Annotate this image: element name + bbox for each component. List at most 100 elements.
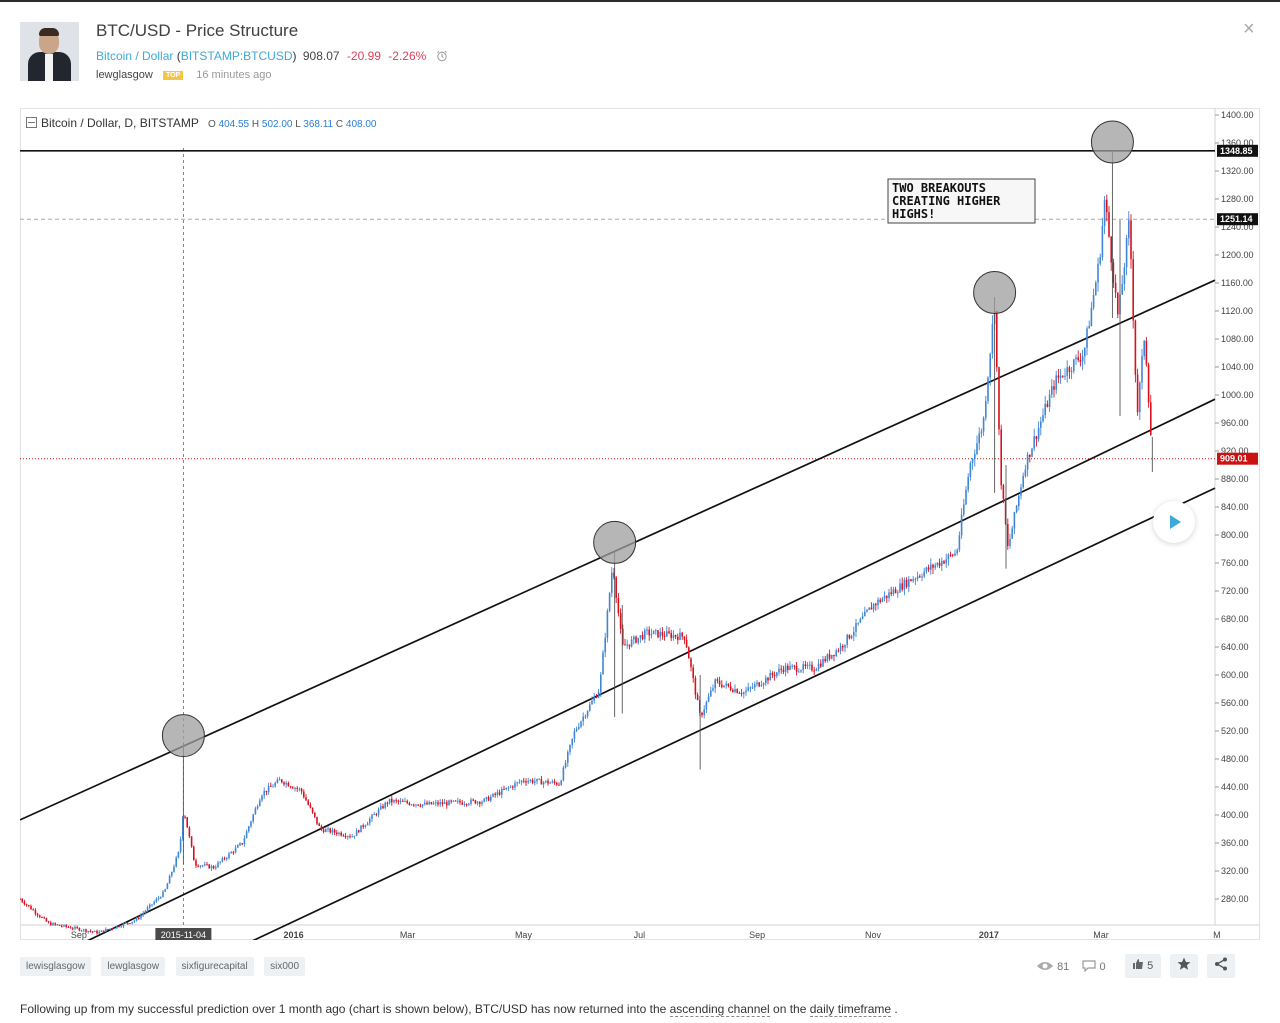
x-tick-label: Mar xyxy=(1093,930,1109,940)
tag-item[interactable]: six000 xyxy=(264,957,306,976)
views-stat: 81 xyxy=(1036,960,1069,973)
play-button[interactable] xyxy=(1153,501,1195,543)
daily-timeframe-link[interactable]: daily timeframe xyxy=(809,1002,892,1017)
candle-body xyxy=(208,864,210,869)
candle-body xyxy=(481,801,483,804)
candle-body xyxy=(736,689,738,693)
candle-body xyxy=(1081,356,1084,362)
x-tick-label: 2017 xyxy=(979,930,999,940)
candle-body xyxy=(41,917,43,919)
candle-body xyxy=(835,650,837,656)
candle-body xyxy=(778,668,780,673)
candle-body xyxy=(1086,328,1088,348)
candle-body xyxy=(804,664,807,667)
candle-body xyxy=(39,915,41,918)
share-button[interactable] xyxy=(1206,954,1235,978)
candle-body xyxy=(399,800,402,802)
candle-body xyxy=(245,831,248,839)
candle-body xyxy=(1000,429,1002,486)
candle-body xyxy=(1037,427,1040,439)
x-tick-label: 2015-11-04 xyxy=(161,930,206,940)
views-count: 81 xyxy=(1057,960,1070,973)
candle-body xyxy=(765,677,767,684)
candle-body xyxy=(149,904,151,908)
candle-body xyxy=(626,644,628,646)
symbol-name-link[interactable]: Bitcoin / Dollar xyxy=(96,49,174,63)
candle-body xyxy=(105,928,107,932)
candle-body xyxy=(135,918,138,921)
candle-body xyxy=(553,781,556,783)
candle-body xyxy=(624,644,626,646)
candle-body xyxy=(375,814,378,816)
candle-body xyxy=(861,616,864,619)
like-button[interactable]: 5 xyxy=(1124,954,1161,978)
candle-body xyxy=(1077,357,1079,360)
candle-body xyxy=(1026,454,1029,470)
level-labels: 1348.85 1251.14 909.01 xyxy=(1217,144,1258,465)
candle-body xyxy=(509,786,512,788)
tag-item[interactable]: sixfigurecapital xyxy=(175,957,254,976)
avatar[interactable] xyxy=(20,22,79,81)
candle-body xyxy=(1033,436,1035,449)
candle-body xyxy=(1108,212,1110,237)
candle-body xyxy=(650,634,653,636)
candle-body xyxy=(223,858,226,860)
candle-body xyxy=(256,806,259,809)
annotation-box xyxy=(887,178,1036,224)
tag-item[interactable]: lewglasgow xyxy=(101,957,166,976)
candle-body xyxy=(769,673,771,681)
candle-body xyxy=(1031,448,1033,457)
play-icon xyxy=(1170,515,1181,529)
collapse-icon[interactable] xyxy=(26,117,37,128)
x-tick-label: Jul xyxy=(634,930,646,940)
candle-body xyxy=(899,583,901,593)
candle-body xyxy=(969,463,972,477)
y-tick-label: 1080.00 xyxy=(1221,334,1254,344)
candle-body xyxy=(325,829,327,833)
candle-body xyxy=(842,645,844,648)
idea-title: BTC/USD - Price Structure xyxy=(96,21,299,40)
candle-body xyxy=(505,787,507,790)
candle-body xyxy=(595,697,598,699)
candle-body xyxy=(960,514,963,536)
candle-body xyxy=(637,637,639,643)
candle-body xyxy=(1051,386,1053,395)
candle-body xyxy=(934,565,936,568)
candle-body xyxy=(859,618,862,623)
candle-body xyxy=(1070,371,1073,373)
y-tick-label: 1280.00 xyxy=(1221,194,1254,204)
ascending-channel-link[interactable]: ascending channel xyxy=(669,1002,770,1017)
description-text: Following up from my successful predicti… xyxy=(20,1002,670,1016)
candle-body xyxy=(215,867,217,869)
candle-body xyxy=(897,592,899,594)
candle-body xyxy=(206,864,208,866)
close-icon[interactable]: × xyxy=(1243,18,1255,40)
favorite-button[interactable] xyxy=(1169,954,1198,978)
candle-body xyxy=(490,796,492,801)
candle-body xyxy=(886,595,888,598)
candle-body xyxy=(901,583,903,590)
price-chart[interactable]: 1400.00 1360.00 1320.00 1280.00 1240.00 1200.… xyxy=(20,108,1260,940)
open-label: O xyxy=(207,119,216,130)
candle-body xyxy=(146,907,149,911)
eye-icon xyxy=(1037,961,1053,970)
symbol-code-link[interactable]: BITSTAMP:BTCUSD xyxy=(180,49,293,63)
high-marker-circle xyxy=(593,520,637,564)
candle-body xyxy=(525,781,527,783)
alarm-clock-icon[interactable] xyxy=(436,50,448,62)
candle-body xyxy=(1018,495,1020,506)
candle-body xyxy=(127,922,129,924)
author-link[interactable]: lewglasgow xyxy=(96,69,153,81)
candle-body xyxy=(296,787,298,789)
candle-body xyxy=(1057,375,1060,378)
y-tick-label: 1240.00 xyxy=(1221,222,1254,232)
comments-stat[interactable]: 0 xyxy=(1082,959,1106,973)
candle-body xyxy=(124,922,127,924)
candle-body xyxy=(569,744,571,753)
candle-body xyxy=(538,778,540,780)
tag-item[interactable]: lewisglasgow xyxy=(20,957,91,976)
candle-body xyxy=(927,567,930,570)
candle-body xyxy=(989,353,991,378)
y-tick-label: 760.00 xyxy=(1221,558,1249,568)
candle-body xyxy=(182,816,184,840)
